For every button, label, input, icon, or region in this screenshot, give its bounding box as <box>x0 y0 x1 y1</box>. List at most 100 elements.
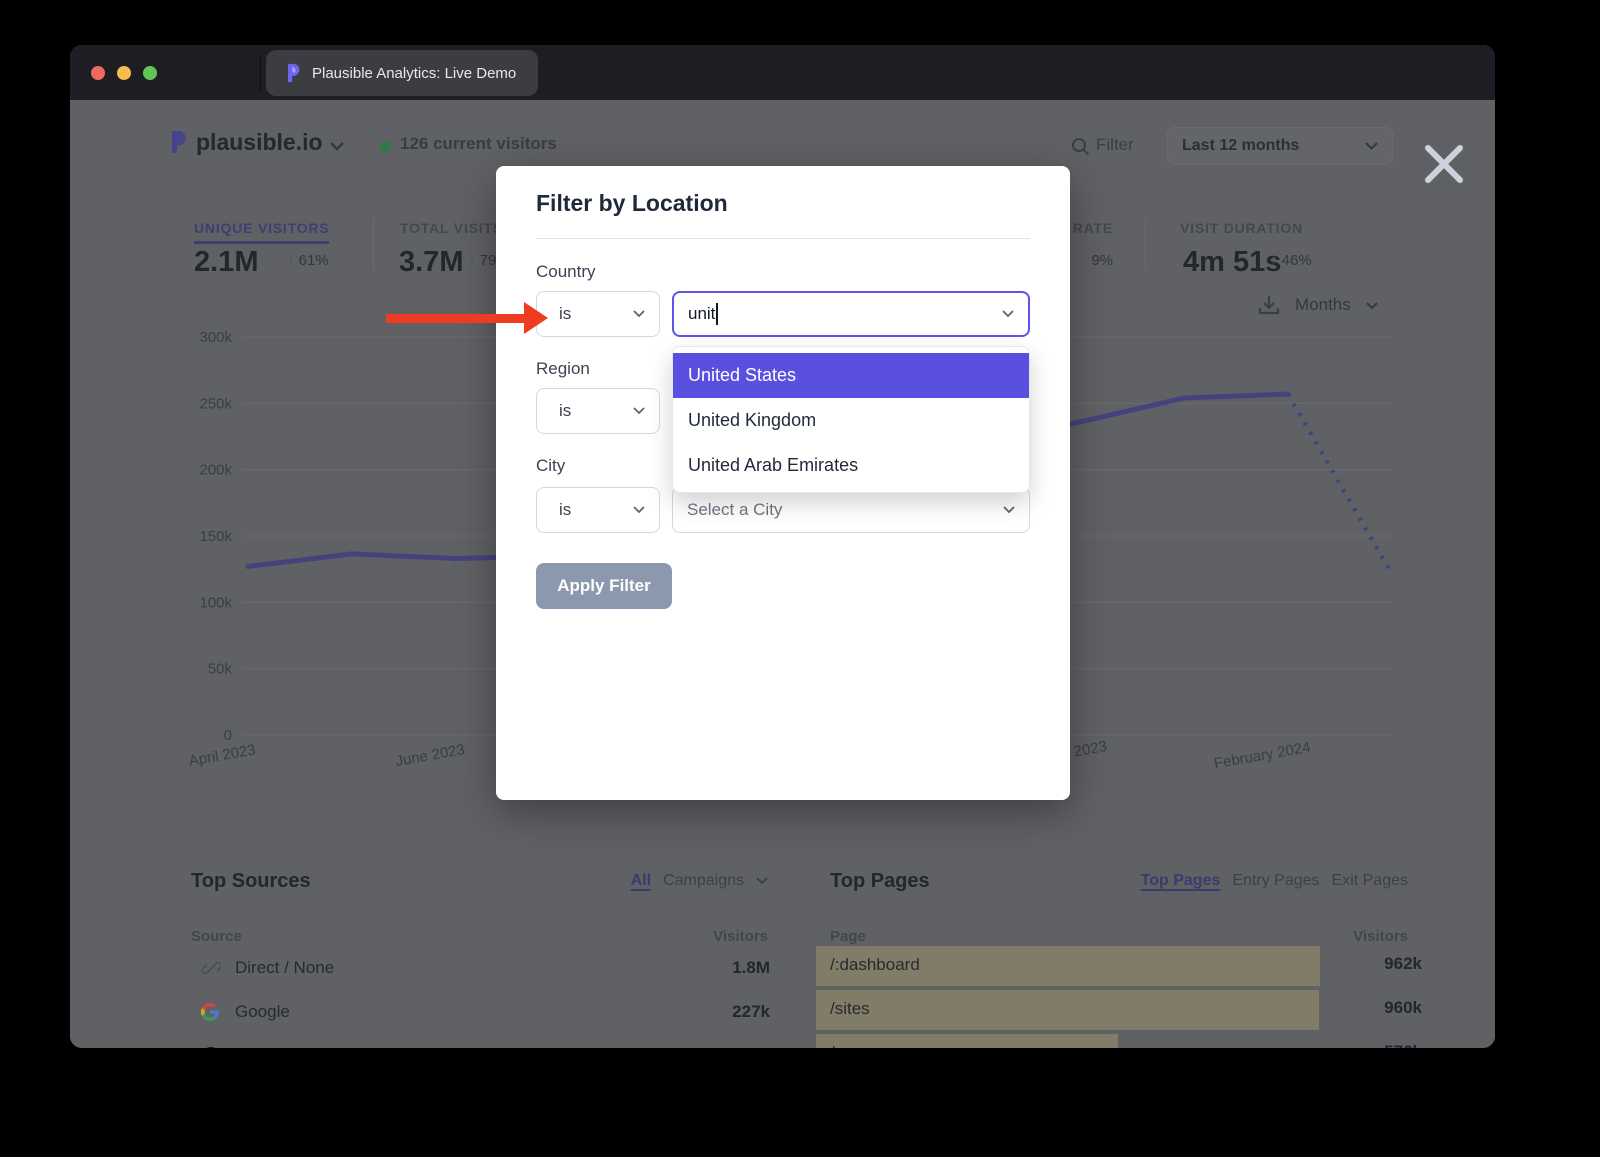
source-row[interactable]: Google 227k <box>166 990 776 1034</box>
stat-divider <box>373 218 374 270</box>
country-option[interactable]: United Arab Emirates <box>688 455 859 475</box>
modal-title: Filter by Location <box>536 190 728 216</box>
source-name: Google <box>235 1002 290 1021</box>
google-icon <box>201 1003 223 1021</box>
source-visitors: 227k <box>732 1002 770 1021</box>
country-option[interactable]: United States <box>673 353 1029 398</box>
y-axis-tick: 50k <box>208 661 233 678</box>
tab-divider <box>260 54 261 92</box>
y-axis-tick: 0 <box>224 727 232 744</box>
country-operator-select[interactable]: is <box>536 291 660 337</box>
top-sources-title: Top Sources <box>191 870 311 892</box>
browser-window: Plausible Analytics: Live Demo plausible… <box>70 45 1495 1048</box>
y-axis-tick: 150k <box>199 528 232 545</box>
close-window-button[interactable] <box>91 66 105 80</box>
modal-divider <box>536 238 1030 239</box>
link-icon <box>201 958 223 978</box>
x-axis-tick: April 2023 <box>187 741 256 769</box>
apply-filter-button[interactable]: Apply Filter <box>536 563 672 609</box>
x-axis-tick: February 2024 <box>1213 739 1312 773</box>
pages-tab-top-pages[interactable]: Top Pages <box>1140 872 1221 889</box>
stat-unique-visitors-label[interactable]: UNIQUE VISITORS <box>194 220 330 244</box>
stat-bounce-rate-change: 9% <box>1091 252 1113 269</box>
y-axis-tick: 200k <box>199 462 232 479</box>
region-operator-select[interactable]: is <box>536 388 660 434</box>
chevron-down-icon <box>1002 310 1014 318</box>
live-indicator-dot <box>380 141 391 152</box>
plausible-favicon-icon <box>284 63 302 83</box>
annotation-red-arrow-head <box>524 302 548 334</box>
pages-tab-exit-pages[interactable]: Exit Pages <box>1331 872 1408 889</box>
y-axis-tick: 250k <box>199 395 232 412</box>
chevron-down-icon <box>633 506 645 514</box>
page-visitors: 960k <box>1384 998 1422 1017</box>
campaigns-chevron-down-icon[interactable] <box>756 877 768 885</box>
country-search-input[interactable]: unit <box>672 291 1030 337</box>
page-path: / <box>830 1043 835 1048</box>
up-arrow-icon: ↑ <box>1270 252 1278 269</box>
pages-tab-entry-pages[interactable]: Entry Pages <box>1232 872 1320 889</box>
site-switcher[interactable]: plausible.io <box>196 129 323 155</box>
page-path: /:dashboard <box>830 955 920 974</box>
date-range-picker[interactable]: Last 12 months <box>1167 127 1393 165</box>
current-visitors[interactable]: 126 current visitors <box>400 134 557 153</box>
country-label: Country <box>536 262 596 281</box>
site-switcher-chevron-down-icon[interactable] <box>330 142 344 151</box>
city-select[interactable]: Select a City <box>672 487 1030 533</box>
chevron-down-icon <box>633 310 645 318</box>
page-row[interactable]: /:dashboard 962k <box>800 946 1430 990</box>
download-icon[interactable] <box>1258 296 1280 316</box>
source-row[interactable]: GitHub 23.9k <box>166 1034 776 1048</box>
plausible-logo-icon <box>168 130 188 154</box>
page-visitors: 576k <box>1384 1042 1422 1048</box>
country-option[interactable]: United Kingdom <box>688 410 817 430</box>
sources-campaigns-dropdown[interactable]: Campaigns <box>663 872 744 889</box>
sources-col-source: Source <box>191 928 242 945</box>
browser-tab[interactable]: Plausible Analytics: Live Demo <box>266 50 538 96</box>
pages-col-page: Page <box>830 928 866 945</box>
page-path: /sites <box>830 999 870 1018</box>
page-row[interactable]: /sites 960k <box>800 990 1430 1034</box>
modal-close-icon[interactable] <box>1420 140 1468 188</box>
top-sources-list: Direct / None 1.8M Google 227k GitHub 23.9k <box>166 946 776 1048</box>
up-arrow-icon: ↑ <box>287 252 295 269</box>
stat-total-visits-label[interactable]: TOTAL VISITS <box>400 220 503 236</box>
sources-all-link[interactable]: All <box>630 872 652 889</box>
city-label: City <box>536 456 566 475</box>
source-visitors: 23.9k <box>727 1046 770 1048</box>
city-operator-value: is <box>559 500 572 519</box>
filter-by-location-modal: Filter by Location Country is unit Regio… <box>496 166 1070 800</box>
stat-visit-duration-label[interactable]: VISIT DURATION <box>1180 220 1303 236</box>
filter-button[interactable]: Filter <box>1096 135 1134 154</box>
chart-interval-picker[interactable]: Months <box>1295 295 1351 314</box>
visitors-line-projection <box>1286 392 1394 576</box>
page-usage-bar <box>816 946 1320 986</box>
page-visitors: 962k <box>1384 954 1422 973</box>
text-cursor <box>716 303 718 325</box>
zoom-window-button[interactable] <box>143 66 157 80</box>
up-arrow-icon: ↑ <box>468 252 476 269</box>
page-row[interactable]: / 576k <box>800 1034 1430 1048</box>
tab-title: Plausible Analytics: Live Demo <box>312 64 517 82</box>
github-icon <box>201 1046 223 1048</box>
pages-col-visitors: Visitors <box>1353 928 1408 945</box>
city-operator-select[interactable]: is <box>536 487 660 533</box>
minimize-window-button[interactable] <box>117 66 131 80</box>
interval-chevron-down-icon[interactable] <box>1366 302 1378 310</box>
stat-visit-duration-value: 4m 51s <box>1183 246 1282 278</box>
source-name: GitHub <box>235 1046 288 1048</box>
search-icon[interactable] <box>1071 137 1090 156</box>
region-operator-value: is <box>559 401 572 420</box>
chevron-down-icon <box>1003 506 1015 514</box>
dashboard-page: plausible.io 126 current visitors Filter… <box>70 100 1495 1048</box>
browser-titlebar: Plausible Analytics: Live Demo <box>70 45 1495 100</box>
source-row[interactable]: Direct / None 1.8M <box>166 946 776 990</box>
date-range-value: Last 12 months <box>1182 137 1300 154</box>
y-axis-tick: 100k <box>199 594 232 611</box>
date-range-chevron-down-icon <box>1365 142 1378 150</box>
country-options-dropdown: United States United Kingdom United Arab E… <box>672 346 1030 493</box>
sources-col-visitors: Visitors <box>713 928 768 945</box>
country-query-text: unit <box>688 304 716 323</box>
stat-visit-duration-change: ↑ 46% <box>1270 252 1312 269</box>
region-label: Region <box>536 359 590 378</box>
